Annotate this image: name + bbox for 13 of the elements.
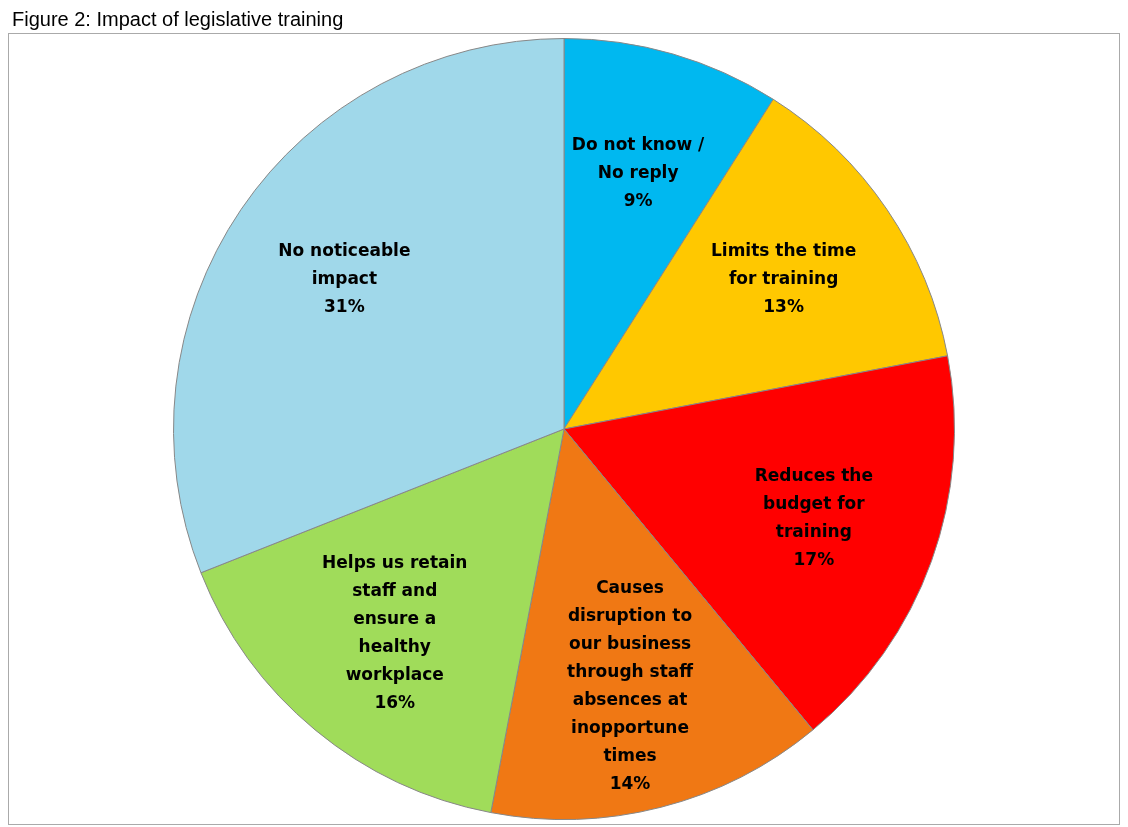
data-label: 31%	[324, 296, 365, 317]
data-label: 14%	[609, 772, 651, 793]
data-label: 13%	[763, 296, 804, 317]
slice-label: Reduces the budget for training	[754, 465, 873, 542]
slice-label: Limits the time for training	[711, 240, 857, 289]
data-label: 17%	[793, 549, 835, 570]
slice-label: Helps us retain staff and ensure a healthy workplace	[322, 552, 468, 685]
data-label: 16%	[374, 692, 416, 713]
slice-label: Causes disruption to our business through staff absences at inopportune times	[567, 576, 694, 765]
slice-label: Do not know / No reply	[571, 134, 706, 183]
chart-title: Figure 2: Impact of legislative training	[12, 8, 345, 31]
data-label: 9%	[623, 190, 653, 211]
slice-label: No noticeable impact	[278, 240, 411, 289]
